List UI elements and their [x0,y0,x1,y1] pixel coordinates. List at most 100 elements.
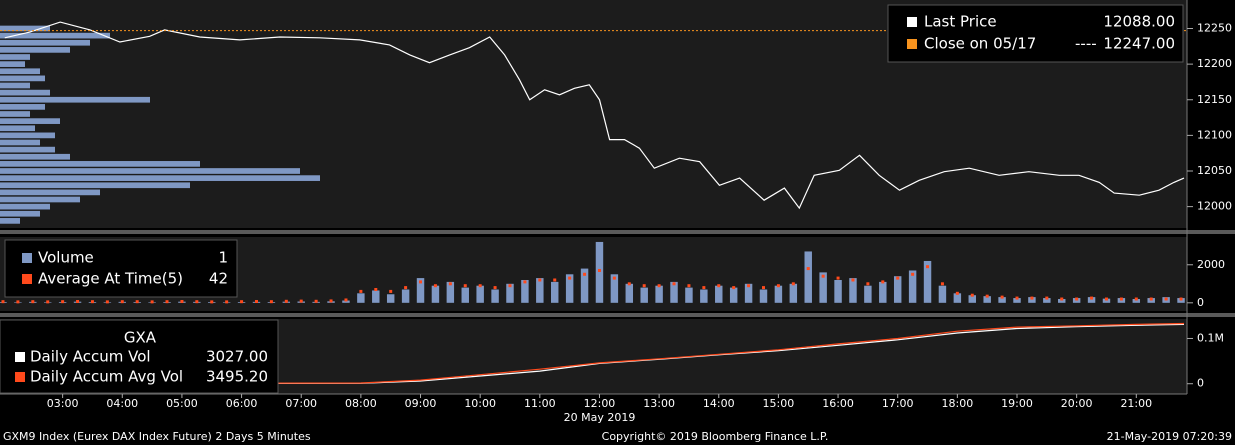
x-tick-label: 13:00 [643,397,675,410]
volume-bar [1043,298,1051,303]
x-tick-label: 16:00 [822,397,854,410]
avg-dot [523,280,527,284]
profile-bar [0,125,35,132]
avg-dot [269,300,273,304]
avg-dot [866,282,870,286]
footer-center: Copyright© 2019 Bloomberg Finance L.P. [602,430,829,443]
x-tick-label: 20:00 [1061,397,1093,410]
profile-bar [0,89,50,96]
legend-value: 42 [209,270,228,288]
profile-bar [0,118,60,124]
x-tick-label: 17:00 [882,397,914,410]
x-tick-label: 18:00 [942,397,974,410]
volume-bar [893,276,902,303]
profile-bar [0,182,190,189]
avg-dot [31,300,35,304]
avg-dot [761,286,765,290]
avg-dot [90,300,94,304]
avg-dot [493,286,497,290]
profile-bar [0,68,40,75]
legend-name: Last Price [924,13,997,31]
avg-dot [210,300,214,304]
legend-swatch [907,39,917,49]
volume-bar [670,281,678,303]
legend-box [0,319,279,394]
volume-bar [625,283,634,303]
volume-bar [1102,298,1111,303]
legend-dash: ---- [1075,35,1097,53]
volume-bar [729,287,738,303]
volume-bar [700,289,708,303]
avg-dot [657,284,661,288]
y-tick-label: 12100 [1197,128,1232,141]
profile-bar [0,189,100,196]
avg-dot [568,276,572,280]
price-line [4,21,1185,210]
volume-bar [685,287,693,303]
profile-bar [0,175,320,181]
profile-bar [0,104,45,110]
volume-bar [610,274,619,303]
volume-bar [640,287,648,303]
avg-dot [1015,296,1019,300]
legend-box [4,239,238,298]
profile-bar [0,196,80,203]
avg-dot [419,280,423,284]
avg-dot [165,300,169,304]
volume-bar [968,295,976,303]
avg-dot [687,284,691,288]
legend-value: 12247.00 [1103,35,1175,53]
volume-bar [938,285,947,303]
avg-dot [702,286,706,290]
profile-bar [0,25,50,32]
volume-bar [1028,297,1036,303]
profile-bar [0,111,30,117]
avg-dot [747,284,751,288]
x-tick-label: 14:00 [703,397,735,410]
volume-bar [983,296,991,303]
separator [0,313,1235,317]
avg-dot [105,300,109,304]
avg-dot [1134,297,1138,301]
avg-dot [553,278,557,282]
avg-dot [1075,297,1079,301]
avg-dot [1179,297,1183,301]
avg-dot [642,284,646,288]
x-tick-label: 04:00 [106,397,138,410]
avg-dot [463,284,467,288]
avg-dot [717,284,721,288]
volume-bar [744,283,753,303]
x-tick-label: 03:00 [47,397,79,410]
avg-dot [821,274,825,278]
avg-dot [299,299,303,303]
volume-bar [476,285,484,303]
avg-dot [597,268,601,272]
x-tick-label: 07:00 [285,397,317,410]
volume-bar [416,278,425,303]
profile-bar [0,218,20,224]
avg-dot [1030,296,1034,300]
x-tick-label: 15:00 [763,397,795,410]
avg-dot [150,300,154,304]
avg-dot [538,278,542,282]
avg-dot [329,299,333,303]
x-tick-label: 06:00 [226,397,258,410]
volume-bar [595,241,604,303]
x-tick-label: 19:00 [1001,397,1033,410]
avg-dot [254,299,258,303]
profile-bar [0,210,40,217]
x-tick-label: 08:00 [345,397,377,410]
y-tick-label: 12000 [1197,200,1232,213]
avg-dot [46,300,50,304]
x-tick-label: 11:00 [524,397,556,410]
y-tick-label: 12250 [1197,22,1232,35]
avg-dot [508,284,512,288]
y-tick-label: 12200 [1197,57,1232,70]
avg-dot [389,289,393,293]
x-axis-label: 20 May 2019 [564,411,636,424]
x-tick-label: 12:00 [584,397,616,410]
avg-dot [940,282,944,286]
volume-bar [759,289,768,303]
footer-left: GXM9 Index (Eurex DAX Index Future) 2 Da… [3,430,311,443]
avg-dot [1104,297,1108,301]
